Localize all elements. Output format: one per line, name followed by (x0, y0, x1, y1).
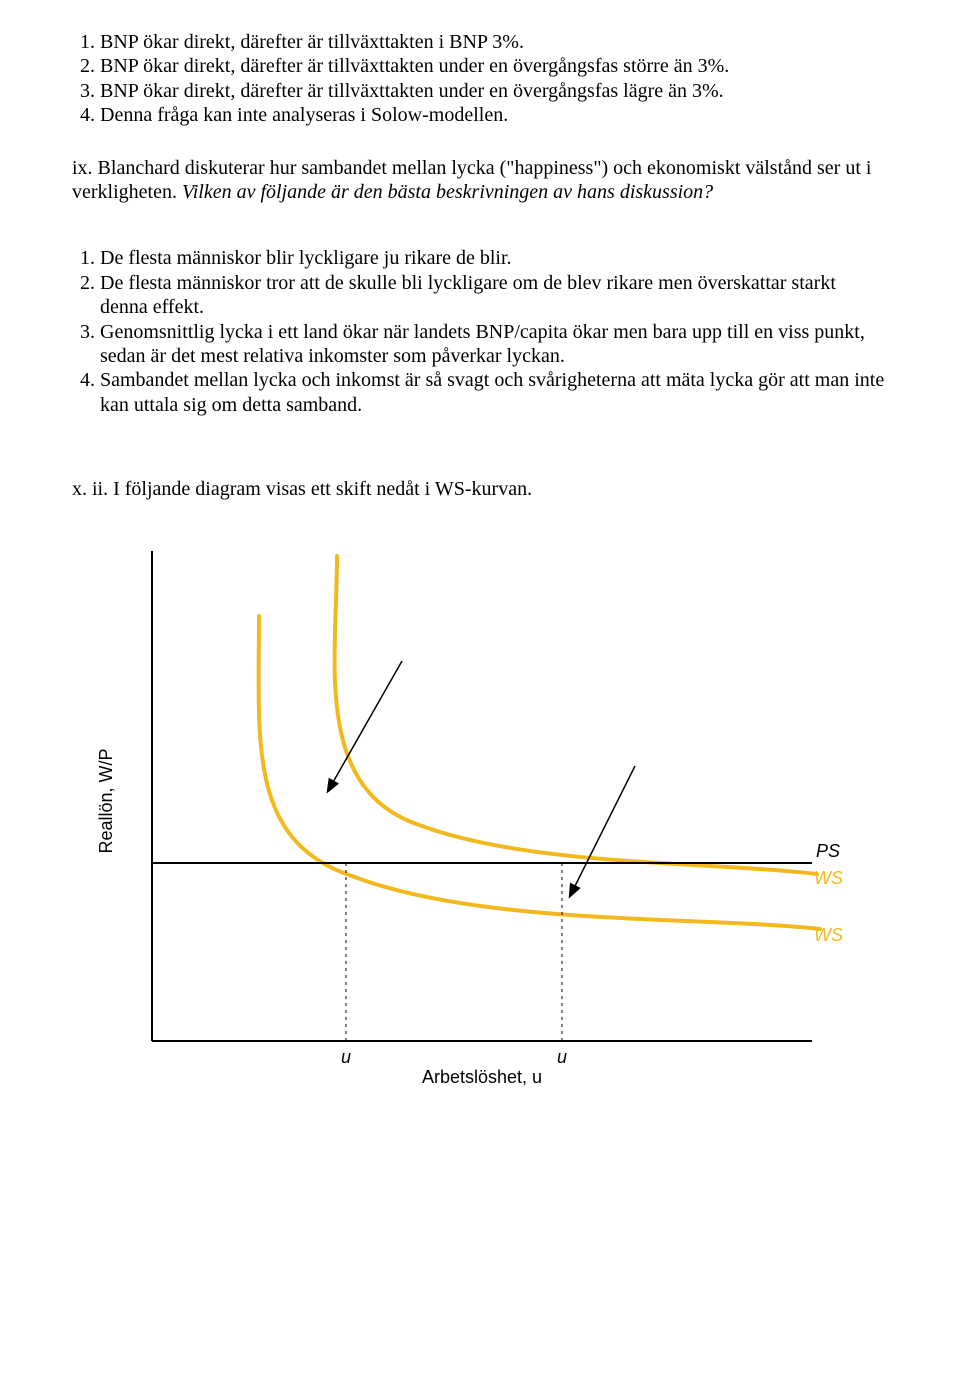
document-page: BNP ökar direkt, därefter är tillväxttak… (0, 0, 960, 1397)
diagram-svg: Reallön, W/P Arbetslöshet, u PS WS WS' u u (82, 531, 842, 1091)
question-ix-intro: ix. Blanchard diskuterar hur sambandet m… (72, 156, 888, 205)
list-item: BNP ökar direkt, därefter är tillväxttak… (100, 79, 888, 103)
svg-text:WS: WS (814, 868, 842, 888)
option-text: BNP ökar direkt, därefter är tillväxttak… (100, 31, 524, 53)
list-item: BNP ökar direkt, därefter är tillväxttak… (100, 54, 888, 78)
svg-text:u: u (341, 1047, 351, 1067)
option-text: BNP ökar direkt, därefter är tillväxttak… (100, 55, 729, 77)
option-text: Sambandet mellan lycka och inkomst är så… (100, 369, 884, 415)
list-item: De flesta människor blir lyckligare ju r… (100, 246, 888, 270)
option-text: De flesta människor blir lyckligare ju r… (100, 247, 512, 269)
list-item: BNP ökar direkt, därefter är tillväxttak… (100, 30, 888, 54)
previous-question-options: BNP ökar direkt, därefter är tillväxttak… (72, 30, 888, 128)
list-item: Sambandet mellan lycka och inkomst är så… (100, 368, 888, 417)
option-text: De flesta människor tror att de skulle b… (100, 272, 836, 318)
question-ix-options: De flesta människor blir lyckligare ju r… (72, 246, 888, 417)
svg-text:u: u (557, 1047, 567, 1067)
list-item: De flesta människor tror att de skulle b… (100, 271, 888, 320)
question-x-label: x. ii. I följande diagram visas ett skif… (72, 477, 888, 501)
list-item: Denna fråga kan inte analyseras i Solow-… (100, 103, 888, 127)
list-item: Genomsnittlig lycka i ett land ökar när … (100, 320, 888, 369)
svg-text:Reallön, W/P: Reallön, W/P (96, 749, 116, 854)
option-text: Denna fråga kan inte analyseras i Solow-… (100, 104, 508, 126)
option-text: Genomsnittlig lycka i ett land ökar när … (100, 321, 865, 367)
svg-text:PS: PS (816, 841, 840, 861)
svg-text:WS': WS' (814, 925, 842, 945)
option-text: BNP ökar direkt, därefter är tillväxttak… (100, 80, 724, 102)
ws-ps-diagram: Reallön, W/P Arbetslöshet, u PS WS WS' u u (82, 531, 888, 1096)
question-ix-prompt: Vilken av följande är den bästa beskrivn… (182, 181, 713, 203)
svg-text:Arbetslöshet, u: Arbetslöshet, u (422, 1067, 542, 1087)
